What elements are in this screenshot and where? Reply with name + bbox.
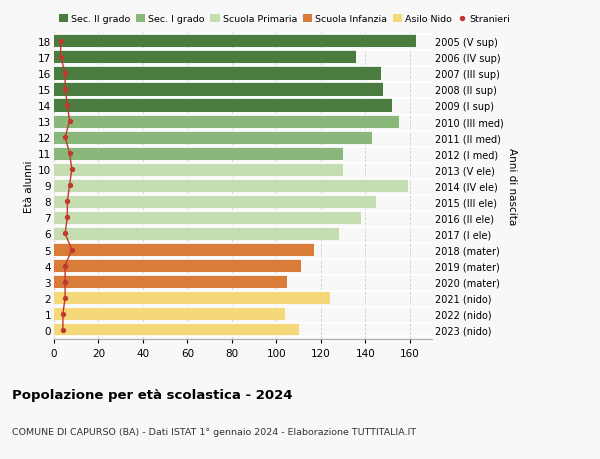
Point [65, 182, 74, 190]
Bar [54, 67, 381, 80]
Bar [54, 147, 343, 161]
Bar [54, 115, 398, 129]
Bar [54, 227, 338, 241]
Bar [54, 163, 343, 176]
Text: Popolazione per età scolastica - 2024: Popolazione per età scolastica - 2024 [12, 388, 293, 401]
Bar [54, 35, 416, 48]
Text: COMUNE DI CAPURSO (BA) - Dati ISTAT 1° gennaio 2024 - Elaborazione TUTTITALIA.IT: COMUNE DI CAPURSO (BA) - Dati ISTAT 1° g… [12, 427, 416, 436]
Point [61, 86, 70, 94]
Bar [54, 211, 361, 224]
Point [58, 310, 68, 318]
Point [67, 246, 77, 254]
Bar [54, 196, 376, 208]
Point [65, 150, 74, 157]
Point [61, 70, 70, 78]
Point [61, 278, 70, 285]
Bar [54, 83, 383, 96]
Point [62, 102, 72, 110]
Bar [54, 259, 301, 273]
Y-axis label: Anni di nascita: Anni di nascita [508, 147, 517, 224]
Point [65, 118, 74, 125]
Point [67, 166, 77, 174]
Point [62, 214, 72, 222]
Bar [54, 99, 392, 112]
Point [61, 230, 70, 238]
Point [61, 294, 70, 302]
Y-axis label: Età alunni: Età alunni [24, 160, 34, 212]
Point [61, 134, 70, 141]
Bar [54, 131, 372, 145]
Bar [54, 291, 330, 305]
Point [62, 198, 72, 206]
Point [56, 38, 65, 45]
Point [58, 326, 68, 334]
Bar [54, 324, 299, 336]
Bar [54, 275, 287, 289]
Legend: Sec. II grado, Sec. I grado, Scuola Primaria, Scuola Infanzia, Asilo Nido, Stran: Sec. II grado, Sec. I grado, Scuola Prim… [59, 15, 511, 24]
Bar [54, 308, 285, 320]
Bar [54, 243, 314, 257]
Bar [54, 179, 407, 192]
Point [56, 54, 65, 62]
Point [61, 262, 70, 269]
Bar [54, 51, 356, 64]
